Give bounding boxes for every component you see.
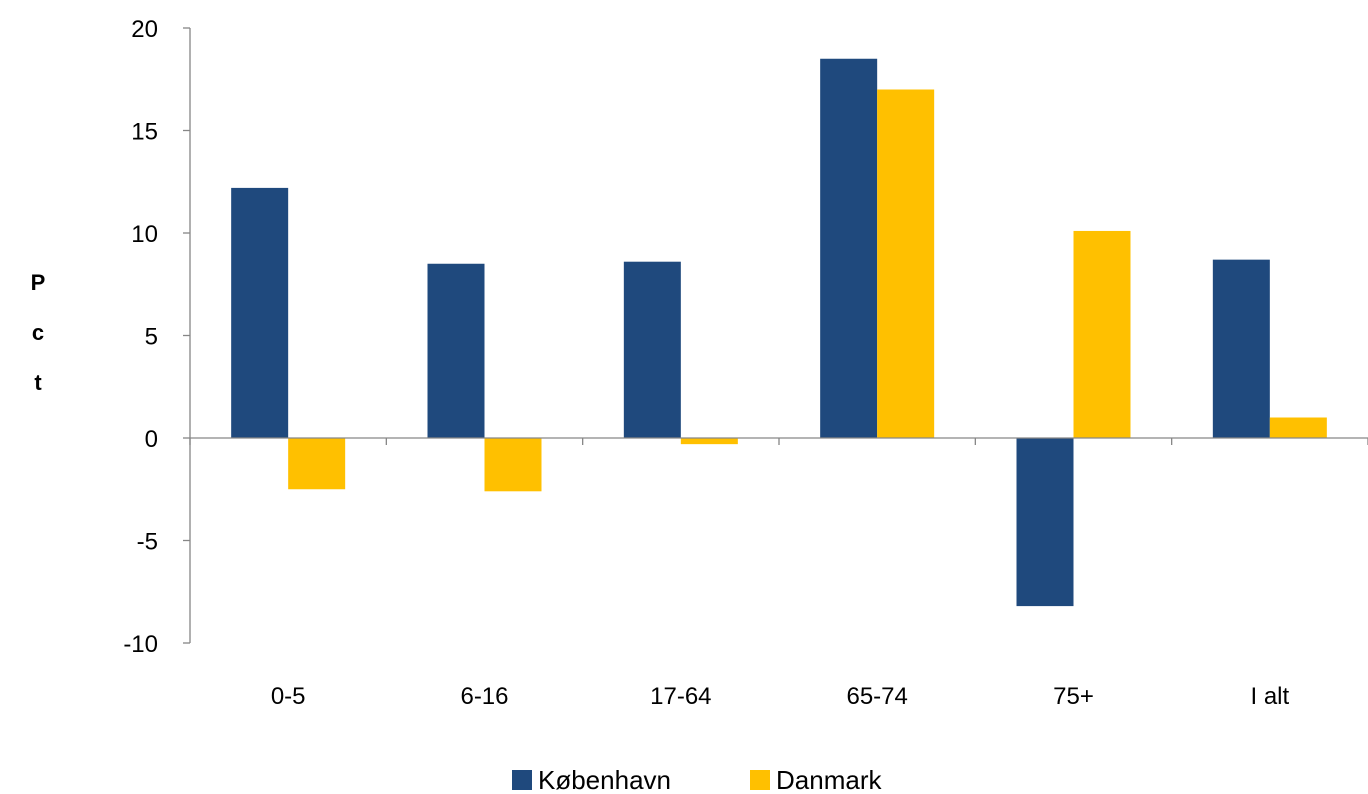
- bar-danmark-I-alt: [1269, 417, 1327, 438]
- x-tick-label: I alt: [1250, 683, 1289, 710]
- bar-kobenhavn-6-16: [427, 263, 485, 438]
- bar-kobenhavn-65-74: [820, 58, 878, 438]
- y-tick-label: 15: [131, 119, 158, 146]
- x-tick-label: 65-74: [846, 683, 907, 710]
- x-axis: 0-5 6-16 17-64 65-74 75+ I alt: [189, 437, 1368, 710]
- y-tick-label: -5: [137, 529, 158, 556]
- legend: København Danmark: [512, 765, 882, 794]
- bar-kobenhavn-17-64: [623, 261, 681, 438]
- bar-kobenhavn-75plus: [1016, 438, 1074, 607]
- bar-kobenhavn-0-5: [231, 187, 289, 438]
- y-tick-label: 5: [145, 324, 158, 351]
- bar-danmark-65-74: [877, 89, 935, 438]
- legend-label-danmark: Danmark: [776, 765, 882, 794]
- legend-label-kobenhavn: København: [538, 765, 671, 794]
- bar-danmark-6-16: [484, 438, 542, 492]
- x-tick-label: 0-5: [271, 683, 306, 710]
- x-tick-label: 6-16: [460, 683, 508, 710]
- legend-swatch-danmark: [750, 770, 770, 790]
- y-axis-label-char: c: [32, 320, 44, 345]
- bar-danmark-0-5: [288, 438, 346, 490]
- y-axis-label: Pct: [31, 270, 46, 395]
- bar-danmark-17-64: [680, 438, 738, 445]
- y-axis-label-char: P: [31, 270, 46, 295]
- y-tick-label: -10: [123, 631, 158, 658]
- y-tick-label: 20: [131, 16, 158, 43]
- y-axis-label-char: t: [34, 370, 42, 395]
- x-tick-label: 17-64: [650, 683, 711, 710]
- y-tick-label: 10: [131, 221, 158, 248]
- legend-swatch-kobenhavn: [512, 770, 532, 790]
- y-tick-label: 0: [145, 426, 158, 453]
- x-tick-label: 75+: [1053, 683, 1094, 710]
- y-axis: -10 -5 0 5 10 15 20: [123, 16, 191, 658]
- bars: [231, 58, 1327, 607]
- bar-kobenhavn-I-alt: [1212, 259, 1270, 438]
- bar-danmark-75plus: [1073, 230, 1131, 438]
